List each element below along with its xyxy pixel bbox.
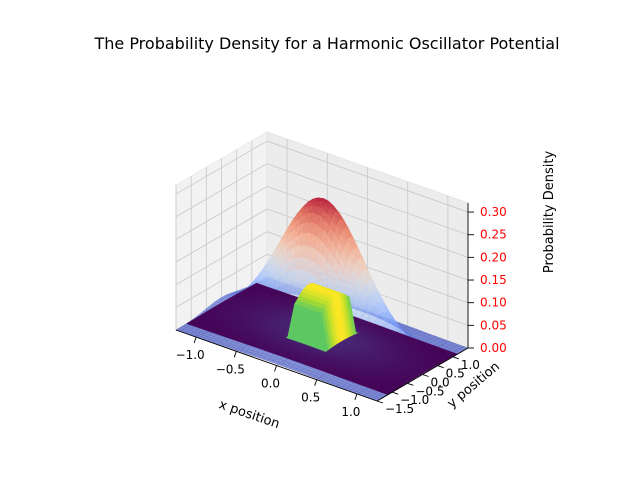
y-tick (438, 366, 444, 368)
z-tick-label: 0.30 (480, 205, 507, 219)
x-tick-label: 0.5 (301, 391, 320, 405)
x-tick-label: −0.5 (216, 362, 245, 376)
y-tick (377, 401, 383, 403)
z-axis-label: Probability Density (542, 151, 557, 274)
x-tick (315, 380, 317, 386)
z-tick-label: 0.00 (480, 341, 507, 355)
y-tick (407, 383, 413, 385)
x-tick-label: 1.0 (341, 405, 360, 419)
x-tick (275, 366, 277, 372)
y-tick (392, 392, 398, 394)
z-tick-label: 0.10 (480, 296, 507, 310)
z-tick-label: 0.20 (480, 250, 507, 264)
z-tick-label: 0.25 (480, 228, 507, 242)
x-tick-label: −1.0 (176, 348, 205, 362)
x-tick (355, 394, 357, 400)
x-tick (194, 337, 196, 343)
x-tick (234, 351, 236, 357)
x-axis-label: x position (217, 397, 282, 432)
z-tick-label: 0.15 (480, 273, 507, 287)
x-tick-label: 0.0 (261, 377, 280, 391)
y-tick (423, 375, 429, 377)
z-tick-label: 0.05 (480, 318, 507, 332)
chart-title: The Probability Density for a Harmonic O… (93, 34, 559, 53)
y-tick (453, 357, 459, 359)
y-tick-label: 1.0 (461, 358, 480, 372)
